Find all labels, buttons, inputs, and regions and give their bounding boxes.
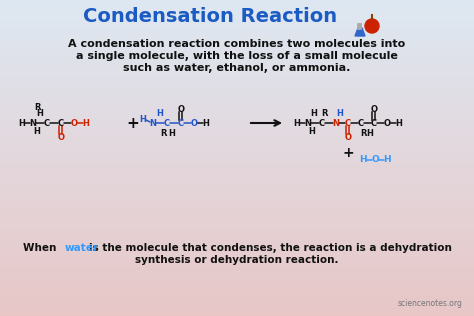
- Text: R: R: [322, 108, 328, 118]
- Text: O: O: [191, 118, 198, 127]
- Text: H: H: [169, 130, 175, 138]
- Text: Condensation Reaction: Condensation Reaction: [83, 7, 337, 26]
- Text: R: R: [361, 129, 367, 137]
- Text: such as water, ethanol, or ammonia.: such as water, ethanol, or ammonia.: [123, 63, 351, 73]
- Text: a single molecule, with the loss of a small molecule: a single molecule, with the loss of a sm…: [76, 51, 398, 61]
- Text: H: H: [396, 118, 402, 127]
- Text: synthesis or dehydration reaction.: synthesis or dehydration reaction.: [135, 255, 339, 265]
- Text: H: H: [202, 118, 210, 127]
- Text: +: +: [342, 146, 354, 160]
- Text: O: O: [177, 105, 184, 113]
- Text: H: H: [366, 129, 374, 137]
- Text: water: water: [65, 243, 99, 253]
- Text: H: H: [359, 155, 367, 165]
- Text: N: N: [332, 118, 339, 127]
- Text: H: H: [34, 127, 40, 137]
- Text: N: N: [29, 118, 36, 127]
- Text: H: H: [156, 110, 164, 118]
- Text: O: O: [383, 118, 391, 127]
- Text: O: O: [345, 132, 352, 142]
- Text: C: C: [58, 118, 64, 127]
- Text: N: N: [304, 118, 311, 127]
- Text: H: H: [139, 114, 146, 124]
- Text: sciencenotes.org: sciencenotes.org: [397, 299, 462, 308]
- Text: C: C: [358, 118, 364, 127]
- Text: +: +: [127, 116, 139, 131]
- Text: When         is the molecule that condenses, the reaction is a dehydration: When is the molecule that condenses, the…: [23, 243, 451, 253]
- Text: H: H: [293, 118, 301, 127]
- Text: O: O: [371, 155, 379, 165]
- Text: H: H: [383, 155, 391, 165]
- Text: C: C: [345, 118, 351, 127]
- Text: R: R: [161, 130, 167, 138]
- Text: H: H: [309, 127, 315, 137]
- Text: C: C: [164, 118, 170, 127]
- Text: A condensation reaction combines two molecules into: A condensation reaction combines two mol…: [68, 39, 406, 49]
- Circle shape: [365, 19, 379, 33]
- Text: O: O: [71, 118, 78, 127]
- Text: R: R: [35, 102, 41, 112]
- Text: C: C: [44, 118, 50, 127]
- Text: N: N: [149, 118, 156, 127]
- Text: H: H: [337, 108, 344, 118]
- Polygon shape: [355, 28, 365, 36]
- Text: O: O: [57, 132, 64, 142]
- Text: H: H: [36, 110, 44, 118]
- Text: H: H: [310, 110, 318, 118]
- Text: C: C: [371, 118, 377, 127]
- Text: H: H: [18, 118, 26, 127]
- Text: H: H: [82, 118, 90, 127]
- Text: C: C: [178, 118, 184, 127]
- Text: C: C: [319, 118, 325, 127]
- Text: O: O: [371, 105, 377, 113]
